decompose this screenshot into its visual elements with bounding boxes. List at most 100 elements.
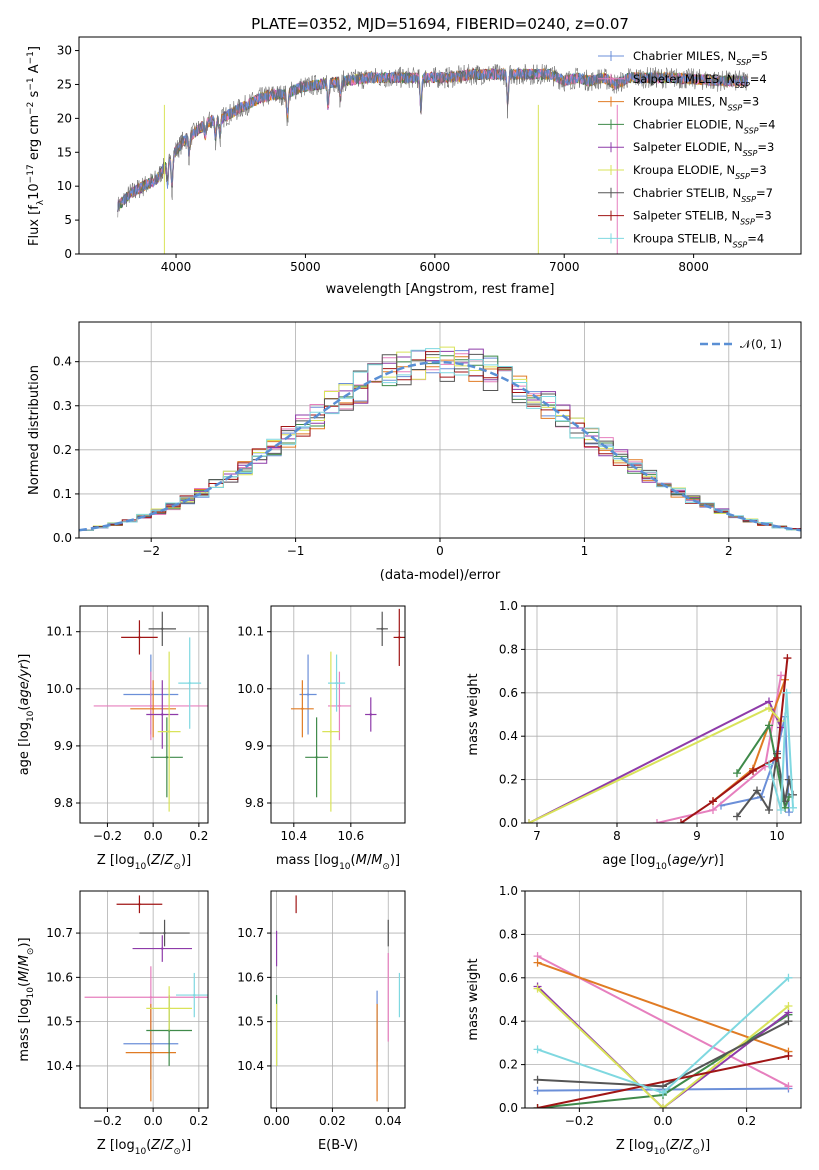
legend-nssp: =3 [757,140,774,154]
data-point [380,627,384,631]
label-part: 10 [135,1147,147,1157]
legend-nssp: =4 [750,72,767,86]
legend-sub: SSP [740,217,755,226]
residual-histogram-panel: −2 −1 0 1 2 0.0 0.1 0.2 0.3 0.4 (data-model)/error… [27,321,802,583]
weight-marker [677,819,685,823]
data-point [149,704,153,708]
normal-curve [79,360,801,532]
data-spectrum-line [117,63,748,218]
y-tick-label: 0.4 [499,1014,518,1028]
x-axis-label: mass [log10(M/M⊙)] [276,853,400,872]
label-part: ⊙ [173,862,181,872]
legend-nssp: =3 [742,95,759,109]
x-tick-label: −2 [142,544,160,558]
legend-model: Kroupa MILES, N [633,95,728,109]
y-tick-label: 0.1 [53,487,72,501]
y-axis-label: Flux [fλ10−17 erg cm−2 s−1 A−1] [26,46,46,246]
y-axis-label: mass weight [466,673,481,755]
x-tick-label: 0.04 [375,1114,402,1128]
label-part: ( [667,853,672,868]
weight-vs-metallicity-panel: −0.2 0.0 0.20.00.20.40.60.81.0Z [log10(Z/Z… [466,884,802,1157]
x-tick-label: 0 [436,544,444,558]
label-part: s [27,90,42,101]
x-tick-label: 4000 [161,260,192,274]
axes-border [79,890,209,1109]
y-tick-label: 10.4 [237,1059,264,1073]
x-tick-label: 0.2 [737,1114,756,1128]
x-tick-label: 7 [533,829,541,843]
chart-title: PLATE=0352, MJD=51694, FIBERID=0240, z=0… [251,15,629,33]
x-tick-label: 0.0 [653,1114,672,1128]
data-point [369,713,372,716]
x-tick-label: 8000 [678,260,709,274]
label-part: )] [181,853,191,868]
label-part: age [log [602,853,655,868]
label-part: ⊙ [382,862,390,872]
y-tick-label: 9.8 [54,796,73,810]
legend-model: Salpeter STELIB, N [633,209,740,223]
x-tick-label: 0.0 [144,829,163,843]
legend-sub: SSP [743,149,758,158]
y-tick-label: 10.6 [237,970,264,984]
data-point [163,931,166,935]
y-tick-label: 0.6 [499,686,518,700]
x-tick-label: 10 [769,829,784,843]
x-axis-label: (data-model)/error [380,568,501,583]
label-part: )] [700,1138,710,1153]
x-tick-label: 10.6 [337,829,364,843]
legend-sub: SSP [741,194,756,203]
y-tick-label: 0.4 [53,355,72,369]
label-part: )] [17,937,32,947]
legend-nssp: =4 [759,117,776,131]
data-point [165,756,169,759]
x-axis-label: Z [log10(Z/Z⊙)] [97,1138,191,1157]
label-part: Z [164,853,175,868]
legend-sub: SSP [733,240,748,249]
label-part: )] [390,853,400,868]
plot-area [525,654,797,823]
label-part: −1 [26,77,36,90]
y-tick-label: 20 [57,111,72,125]
x-tick-label: 0.0 [144,1114,163,1128]
y-tick-label: 10.1 [46,625,73,639]
label-part: ⊙ [173,1147,181,1157]
y-tick-label: 0.0 [53,531,72,545]
legend-entry: Salpeter STELIB, NSSP=3 [633,209,772,227]
y-tick-label: 9.8 [245,796,264,810]
y-tick-label: 0 [64,247,72,261]
label-part: ( [17,706,32,711]
weight-marker [785,808,793,817]
y-tick-label: 1.0 [499,884,518,898]
data-point [315,756,318,759]
label-part: erg cm [27,115,42,164]
legend-model: Kroupa STELIB, N [633,231,733,245]
y-tick-label: 10.7 [237,926,264,940]
legend-entry: Kroupa ELODIE, NSSP=3 [633,163,767,181]
y-tick-label: 10.4 [46,1059,73,1073]
mass-vs-extinction-panel: 0.00 0.02 0.04 10.4 10.5 10.6 10.7 E(B-V) [237,890,406,1153]
mass-vs-metallicity-panel: −0.2 0.0 0.210.410.510.610.7Z [log10(Z/Z⊙)… [17,890,209,1157]
y-tick-label: 9.9 [54,739,73,753]
label-part: ( [146,1138,151,1153]
weight-marker [709,797,717,806]
data-point [188,681,191,685]
label-part: / [160,1138,165,1153]
weight-marker [782,688,791,697]
label-part: ⊙ [692,1147,700,1157]
legend-nssp: =3 [755,209,772,223]
data-point [149,1051,153,1054]
weight-line [656,675,782,823]
data-point [151,707,155,710]
legend-entry: Chabrier MILES, NSSP=5 [633,49,768,67]
label-part: 10 [26,710,36,722]
weight-marker [533,1045,542,1054]
x-tick-label: 1 [581,544,589,558]
y-tick-label: 9.9 [245,739,264,753]
x-tick-label: 9 [693,829,701,843]
label-part: )] [17,654,32,664]
label-part: Z [log [616,1138,654,1153]
x-axis-label: wavelength [Angstrom, rest frame] [326,282,555,297]
label-part: ] [27,46,42,51]
